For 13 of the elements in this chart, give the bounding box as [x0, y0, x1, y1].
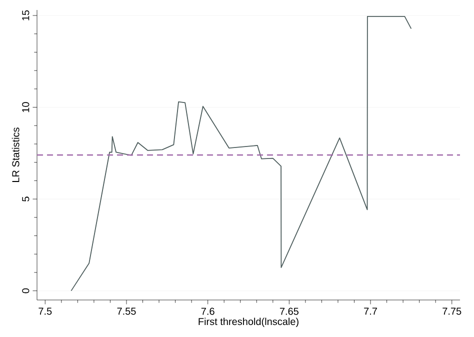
x-tick-label: 7.7: [364, 308, 377, 315]
x-tick-label: 7.55: [117, 308, 136, 315]
y-tick-label: 15: [22, 10, 30, 20]
line-series: [70, 16, 412, 292]
x-tick-label: 7.5: [38, 308, 52, 315]
x-tick-label: 7.65: [280, 308, 298, 315]
x-tick-label: 7.6: [201, 308, 214, 315]
x-tick-label: 7.75: [442, 308, 462, 315]
y-tick-label: 10: [22, 102, 30, 112]
x-axis-title: First threshold(lnscale): [198, 318, 298, 328]
y-axis-title: LR Statistics: [12, 128, 20, 182]
y-tick-label: 0: [22, 288, 30, 294]
y-tick-label: 5: [22, 196, 30, 202]
